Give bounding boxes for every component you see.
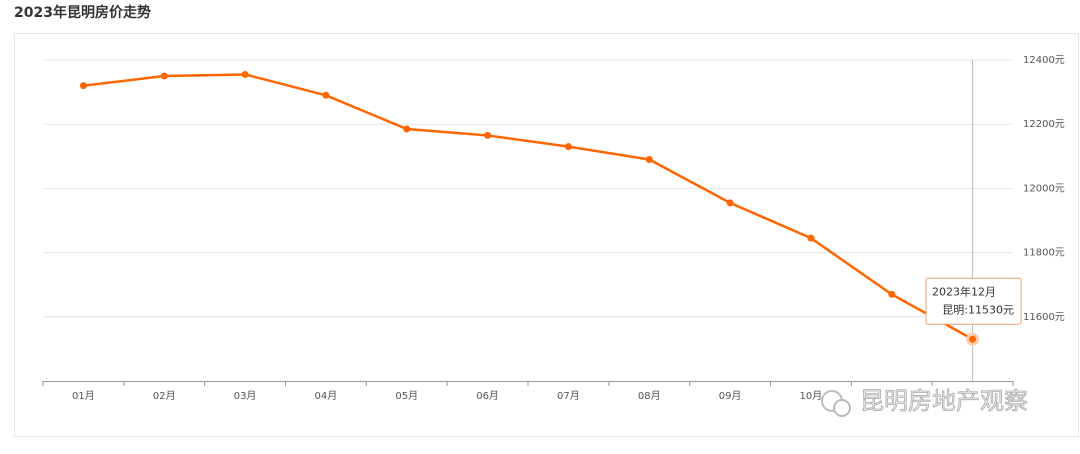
point	[564, 143, 572, 151]
x-tick-label: 09月	[719, 390, 742, 402]
point	[888, 290, 896, 298]
point	[484, 131, 492, 139]
point	[322, 91, 330, 99]
y-tick-label: 12400元	[1023, 55, 1065, 66]
x-tick-label: 07月	[557, 390, 580, 402]
chart-frame	[14, 33, 1079, 437]
x-tick-label: 03月	[234, 390, 257, 402]
point	[807, 234, 815, 242]
point	[79, 82, 87, 90]
y-tick-label: 11800元	[1023, 248, 1065, 259]
point	[645, 156, 653, 164]
point	[403, 125, 411, 133]
watermark: 昆明房地产观察	[860, 387, 1028, 415]
wechat-icon-2	[833, 399, 851, 417]
x-tick-label: 10月	[800, 390, 823, 402]
x-tick-label: 01月	[72, 390, 95, 402]
point	[160, 72, 168, 80]
line	[83, 73, 974, 341]
x-tick-label: 05月	[395, 390, 418, 402]
point	[726, 199, 734, 207]
tooltip-title: 2023年12月	[932, 284, 996, 298]
tooltip-value: 昆明:11530元	[942, 303, 1014, 316]
x-tick-label: 04月	[315, 390, 338, 402]
chart-title: 2023年昆明房价走势	[14, 4, 151, 21]
x-tick-label: 08月	[638, 390, 661, 402]
y-tick-label: 11600元	[1023, 312, 1065, 323]
y-tick-label: 12000元	[1023, 183, 1065, 194]
x-tick-label: 02月	[153, 390, 176, 402]
point	[966, 332, 980, 346]
x-tick-label: 06月	[476, 390, 499, 402]
tooltip-box	[925, 277, 1022, 325]
point	[241, 70, 249, 78]
y-tick-label: 12200元	[1023, 119, 1065, 130]
